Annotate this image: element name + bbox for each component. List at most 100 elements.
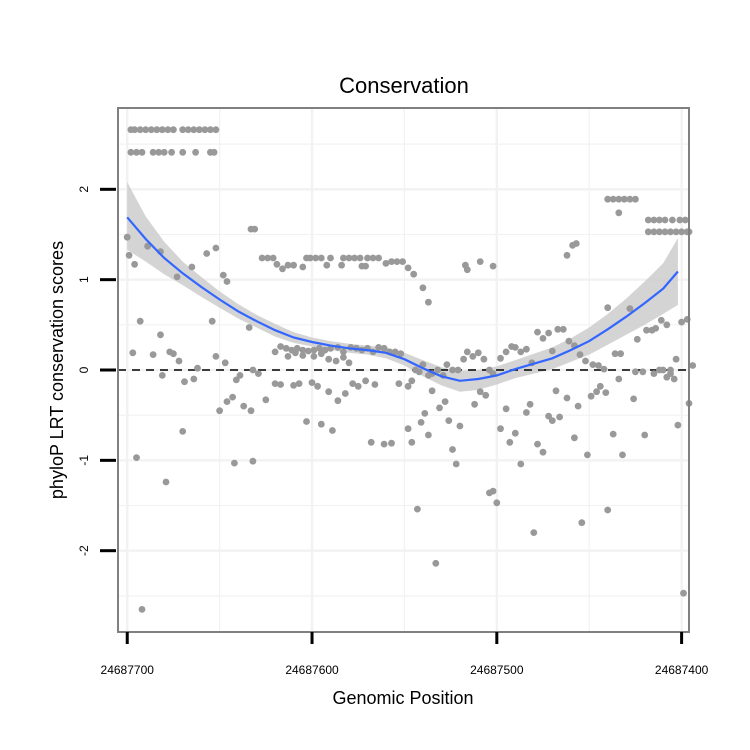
data-point (678, 318, 685, 326)
data-point (482, 391, 490, 399)
data-point (207, 126, 214, 134)
data-point (277, 343, 284, 350)
data-point (563, 251, 571, 259)
data-point (316, 344, 323, 352)
y-tick-label: 2 (77, 186, 91, 193)
data-point (609, 430, 617, 438)
data-point (523, 409, 530, 416)
data-point (632, 195, 639, 203)
data-point (511, 344, 519, 351)
data-point (674, 421, 682, 429)
data-point (517, 460, 525, 468)
data-point (565, 337, 573, 345)
data-point (419, 284, 427, 292)
data-point (523, 345, 530, 353)
data-point (534, 440, 541, 448)
data-point (269, 254, 277, 262)
data-point (340, 354, 347, 361)
data-point (602, 389, 610, 396)
data-point (284, 353, 292, 360)
data-point (659, 366, 667, 374)
data-point (133, 148, 140, 156)
data-point (391, 348, 399, 356)
data-point (194, 364, 201, 372)
data-point (170, 126, 177, 134)
data-point (676, 216, 684, 224)
data-point (441, 398, 449, 405)
data-point (643, 326, 650, 334)
data-point (615, 209, 623, 217)
data-point (223, 398, 231, 405)
y-axis: -2 -1 0 1 2 (77, 186, 116, 556)
data-point (672, 228, 680, 236)
data-point (620, 195, 628, 203)
x-axis-title: Genomic Position (332, 688, 473, 708)
data-point (506, 438, 514, 446)
data-point (425, 431, 432, 439)
data-point (633, 335, 641, 343)
data-point (539, 335, 547, 342)
data-point (125, 251, 133, 259)
data-point (454, 366, 462, 374)
data-point (240, 402, 248, 410)
data-point (476, 258, 484, 265)
data-point (231, 459, 238, 467)
data-point (460, 355, 467, 363)
data-point (179, 428, 187, 435)
data-point (650, 228, 658, 236)
data-point (262, 396, 270, 404)
data-point (471, 400, 478, 408)
data-point (571, 434, 578, 442)
data-point (195, 126, 203, 134)
data-point (415, 368, 423, 376)
data-point (545, 412, 552, 420)
data-point (338, 261, 345, 269)
data-point (271, 380, 279, 387)
data-point (277, 381, 284, 388)
data-point (502, 405, 510, 413)
data-point (517, 348, 525, 356)
data-point (639, 368, 647, 376)
data-point (232, 376, 240, 384)
data-point (397, 350, 405, 358)
y-tick-label: 1 (77, 276, 91, 283)
data-point (245, 324, 253, 331)
data-point (155, 148, 163, 156)
data-point (425, 298, 432, 306)
data-point (456, 422, 464, 430)
data-point (184, 126, 192, 134)
data-point (290, 261, 297, 269)
data-point (308, 379, 316, 386)
data-point (556, 413, 563, 421)
data-point (334, 397, 342, 405)
x-tick-label: 24687500 (470, 663, 524, 677)
x-axis: 24687700 24687600 24687500 24687400 (101, 632, 709, 677)
confidence-band-area (127, 182, 678, 392)
data-point (582, 357, 589, 365)
data-point (351, 254, 358, 262)
data-point (604, 506, 612, 514)
data-point (364, 254, 371, 262)
data-point (188, 263, 196, 271)
data-point (216, 407, 224, 415)
data-point (290, 382, 297, 389)
data-point (332, 357, 340, 365)
data-point (539, 448, 547, 456)
data-point (349, 380, 357, 387)
data-point (371, 381, 379, 388)
data-point (323, 261, 331, 269)
data-point (667, 228, 674, 236)
data-point (404, 425, 412, 433)
x-tick-label: 24687600 (285, 663, 339, 677)
data-point (644, 216, 652, 224)
data-point (502, 348, 510, 356)
y-tick-label: -2 (77, 545, 91, 556)
data-point (192, 148, 200, 156)
data-point (136, 317, 144, 325)
data-point (626, 305, 634, 312)
data-point (530, 529, 538, 536)
data-point (630, 395, 637, 403)
data-point (574, 402, 582, 410)
data-point (572, 240, 580, 247)
